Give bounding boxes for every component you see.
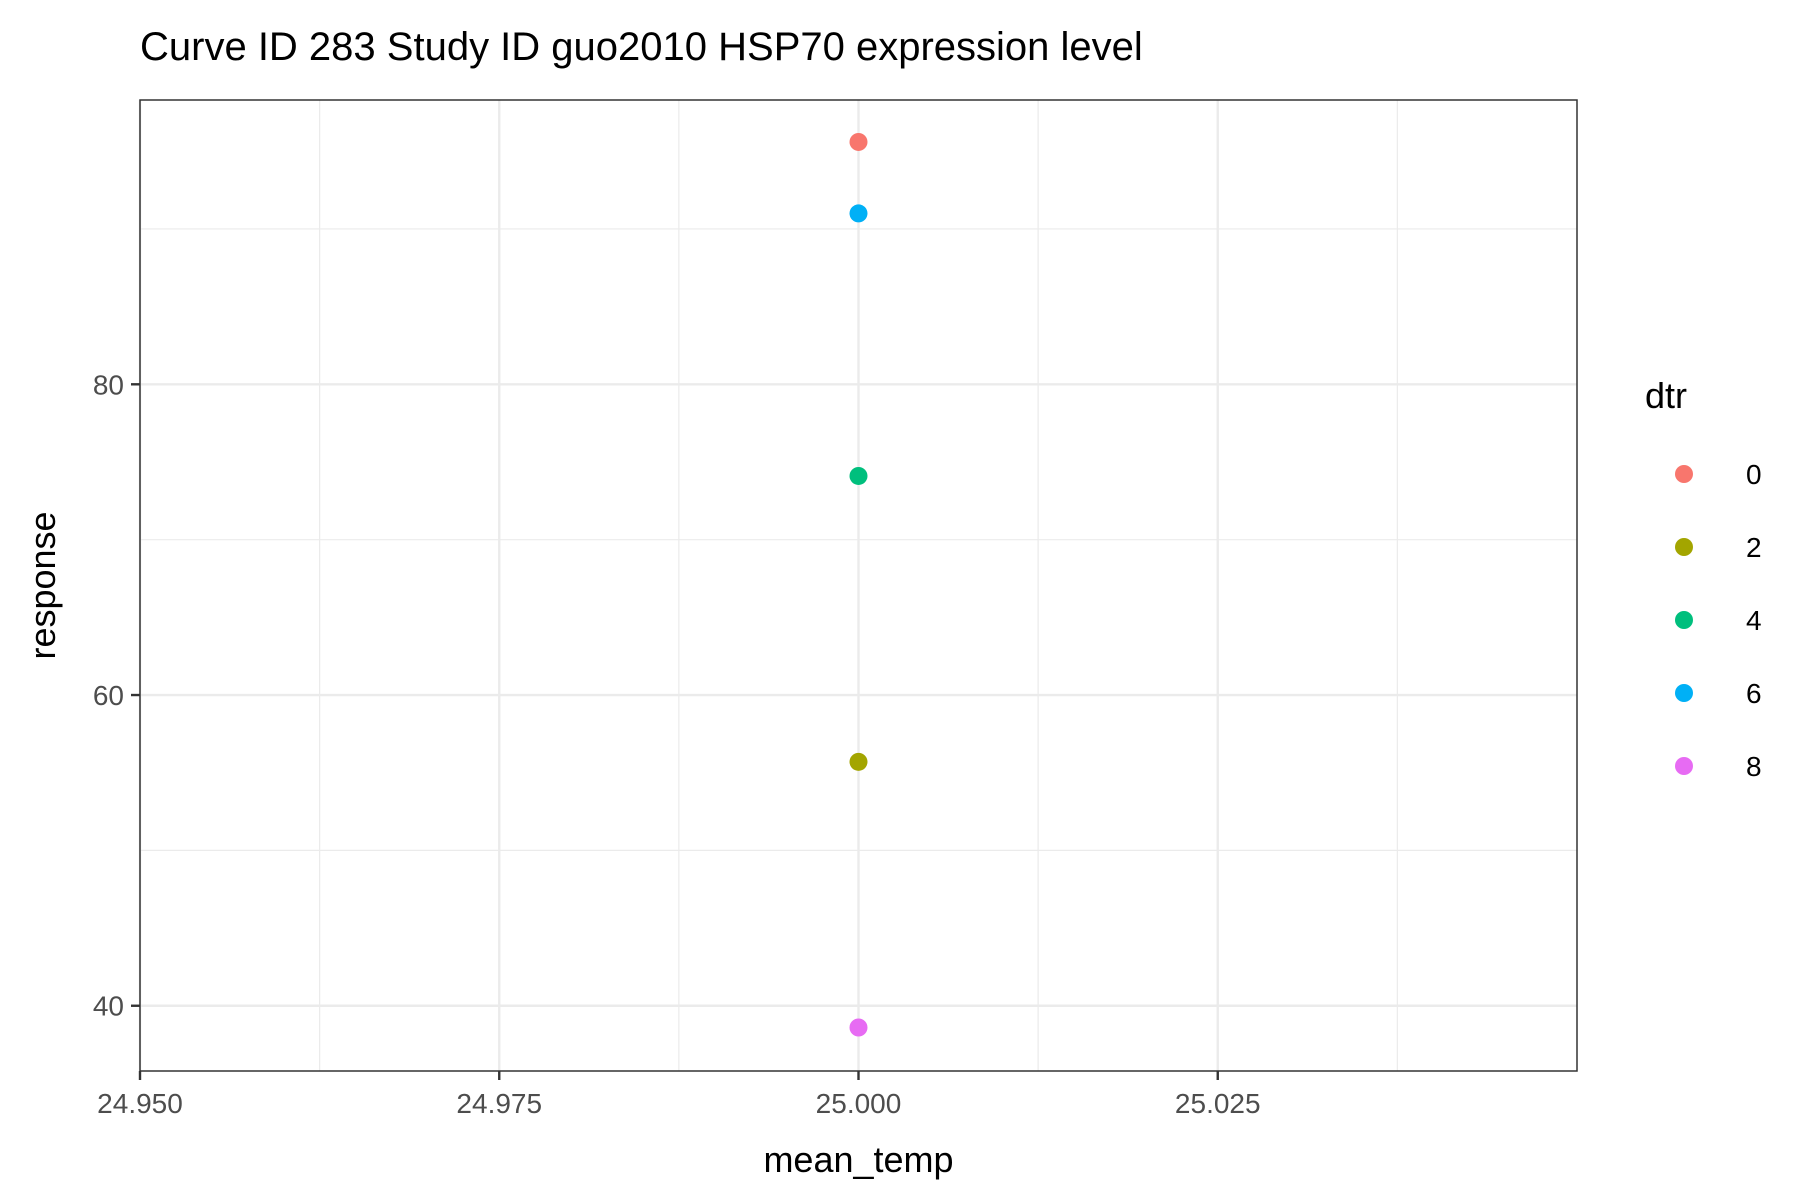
data-point-dtr-6	[849, 204, 868, 223]
y-tick-label: 60	[93, 680, 124, 711]
legend-label-8: 8	[1746, 751, 1762, 782]
x-axis: 24.950 24.975 25.000 25.025	[97, 1071, 1261, 1119]
y-tick-label: 40	[93, 991, 124, 1022]
x-tick-label: 24.975	[456, 1088, 542, 1119]
x-axis-title: mean_temp	[763, 1139, 953, 1180]
data-point-dtr-8	[849, 1018, 868, 1037]
data-point-dtr-4	[849, 466, 868, 485]
y-tick-label: 80	[93, 369, 124, 400]
legend-label-2: 2	[1746, 532, 1762, 563]
legend-label-4: 4	[1746, 605, 1762, 636]
legend-key-2	[1675, 538, 1693, 556]
legend-label-0: 0	[1746, 459, 1762, 490]
legend-label-6: 6	[1746, 678, 1762, 709]
x-tick-label: 24.950	[97, 1088, 183, 1119]
legend-key-4	[1675, 611, 1693, 629]
data-point-dtr-0	[849, 132, 868, 151]
legend-key-6	[1675, 684, 1693, 702]
y-axis-title: response	[22, 511, 63, 659]
data-point-dtr-2	[849, 752, 868, 771]
legend-key-8	[1675, 757, 1693, 775]
data-points	[849, 132, 868, 1037]
x-tick-label: 25.025	[1175, 1088, 1261, 1119]
legend-key-0	[1675, 465, 1693, 483]
y-axis: 40 60 80	[93, 369, 140, 1022]
gridlines	[138, 100, 1577, 1071]
chart-title: Curve ID 283 Study ID guo2010 HSP70 expr…	[140, 25, 1143, 69]
x-tick-label: 25.000	[816, 1088, 902, 1119]
legend: dtr 0 2 4 6 8	[1645, 375, 1762, 782]
legend-title: dtr	[1645, 375, 1687, 416]
